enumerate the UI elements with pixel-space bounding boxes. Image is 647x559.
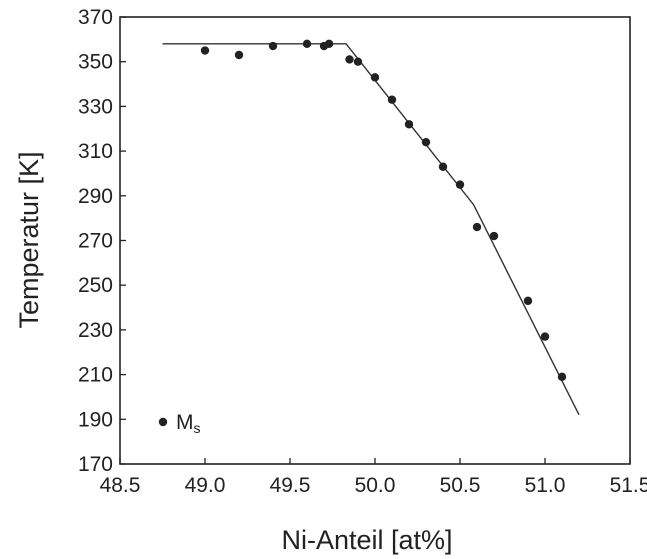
- data-point: [302, 39, 312, 49]
- y-tick-label: 250: [78, 274, 113, 297]
- y-tick-label: 210: [78, 364, 113, 387]
- data-point: [404, 120, 414, 129]
- y-tick-label: 350: [78, 51, 113, 74]
- x-tick-label: 51.0: [525, 474, 566, 497]
- data-point: [540, 332, 550, 341]
- y-tick-label: 290: [78, 185, 113, 208]
- trend-line: [162, 43, 580, 416]
- data-point: [200, 46, 210, 55]
- data-point: [489, 231, 499, 241]
- data-point: [557, 372, 567, 382]
- data-point: [472, 222, 482, 232]
- legend-marker: [158, 417, 168, 427]
- y-axis-label: Temperatur [K]: [14, 151, 44, 328]
- y-tick-label: 230: [78, 319, 113, 342]
- data-point: [421, 137, 431, 147]
- y-tick-label: 190: [78, 408, 113, 431]
- data-point: [370, 73, 380, 82]
- y-tick-label: 270: [78, 230, 113, 253]
- data-point: [387, 95, 397, 104]
- y-tick-label: 170: [78, 453, 113, 476]
- data-point: [523, 296, 533, 306]
- x-tick-label: 50.5: [440, 474, 481, 497]
- x-tick-label: 49.0: [185, 474, 226, 497]
- data-point: [438, 162, 448, 171]
- x-tick-label: 50.0: [355, 474, 396, 497]
- x-tick-label: 48.5: [100, 474, 141, 497]
- x-tick-label: 49.5: [270, 474, 311, 497]
- x-axis-label: Ni-Anteil [at%]: [281, 525, 452, 555]
- data-point: [345, 55, 354, 64]
- data-point: [268, 41, 278, 51]
- y-tick-label: 310: [78, 140, 113, 163]
- x-tick-label: 51.5: [610, 474, 647, 497]
- data-point: [324, 39, 334, 49]
- plot-frame: [119, 16, 631, 465]
- data-point: [234, 50, 244, 60]
- y-tick-label: 370: [78, 6, 113, 29]
- data-point: [455, 180, 465, 189]
- legend-label: Ms: [176, 411, 201, 436]
- y-tick-label: 330: [78, 95, 113, 118]
- data-point: [353, 57, 363, 66]
